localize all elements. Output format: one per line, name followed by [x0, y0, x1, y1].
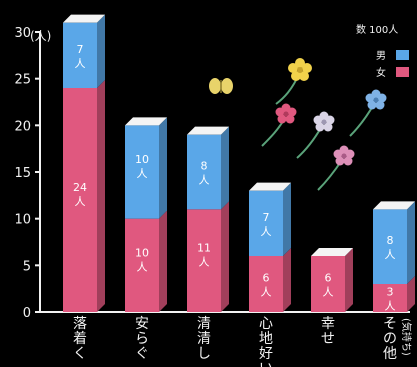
- bar-segment: 11 人: [187, 201, 229, 312]
- bar-face: [373, 284, 407, 312]
- data-label: 10 人: [135, 153, 149, 180]
- bar-side: [97, 14, 105, 89]
- bar-face: [63, 88, 97, 312]
- legend-male-swatch: [396, 50, 409, 60]
- legend-female-swatch: [396, 67, 409, 77]
- y-tick-label: 20: [14, 119, 31, 134]
- flower-icon: [261, 103, 297, 147]
- legend: 数 100人 男 女: [356, 23, 409, 79]
- x-tick-label: 幸せ: [321, 316, 335, 347]
- bar-side: [283, 182, 291, 256]
- bar-segment: 10 人: [125, 117, 167, 219]
- data-label: 24 人: [73, 181, 87, 208]
- x-tick-labels: 落着く 安らぐ 清清し 心地好い 幸せ その他: [73, 316, 397, 367]
- data-label: 11 人: [197, 242, 211, 269]
- bars: 24 人 7 人 10 人 10 人 11 人 8 人 6 人 7 人 6 人 3 人 8 人: [63, 14, 415, 313]
- data-label: 10 人: [135, 246, 149, 273]
- flower-icon: [317, 145, 355, 191]
- bar-top: [249, 182, 291, 191]
- x-tick-label: その他: [383, 316, 397, 362]
- bar-side: [407, 201, 415, 284]
- x-tick-label: 落着く: [73, 316, 87, 362]
- x-tick-label: 清清し: [197, 316, 211, 362]
- bar-top: [311, 248, 353, 256]
- bar-top: [125, 117, 167, 126]
- y-tick-label: 30: [14, 26, 31, 41]
- bar-side: [159, 210, 167, 312]
- y-tick-label: 5: [23, 259, 31, 274]
- bar-segment: 24 人: [63, 80, 105, 312]
- flower-icon: [275, 58, 312, 105]
- flower-icon: [349, 89, 387, 137]
- bar-side: [221, 126, 229, 210]
- bar-segment: 10 人: [125, 210, 167, 312]
- bar-face: [187, 134, 221, 210]
- decoration: [209, 58, 387, 191]
- bar-face: [311, 256, 345, 312]
- y-tick-label: 15: [14, 166, 31, 181]
- x-tick-label: 安らぐ: [135, 316, 149, 362]
- bar-side: [97, 80, 105, 312]
- bar-face: [373, 209, 407, 284]
- bar-side: [221, 201, 229, 312]
- y-tick-label: 10: [14, 213, 31, 228]
- bar-side: [159, 117, 167, 219]
- bar-face: [249, 256, 283, 312]
- legend-male-label: 男: [376, 50, 386, 62]
- bar-top: [63, 14, 105, 23]
- bar-side: [283, 248, 291, 312]
- legend-female-label: 女: [376, 66, 386, 79]
- y-ticks: 0 5 10 15 20 25 30: [14, 26, 40, 321]
- bar-face: [125, 218, 159, 312]
- y-tick-label: 0: [23, 306, 31, 321]
- legend-title: 数 100人: [356, 23, 398, 36]
- bar-side: [407, 276, 415, 312]
- y-axis-unit-label: (人): [30, 29, 51, 43]
- butterfly-icon: [209, 78, 233, 94]
- category-note: (気持ち): [400, 318, 413, 356]
- y-tick-label: 25: [14, 73, 31, 88]
- bar-face: [187, 209, 221, 312]
- bar-top: [373, 201, 415, 210]
- x-tick-label: 心地好い: [259, 316, 273, 367]
- bar-top: [187, 126, 229, 135]
- bar-face: [63, 22, 97, 89]
- bar-face: [249, 190, 283, 256]
- bar-side: [345, 248, 353, 312]
- flower-icon: [296, 111, 335, 159]
- bar-face: [125, 125, 159, 219]
